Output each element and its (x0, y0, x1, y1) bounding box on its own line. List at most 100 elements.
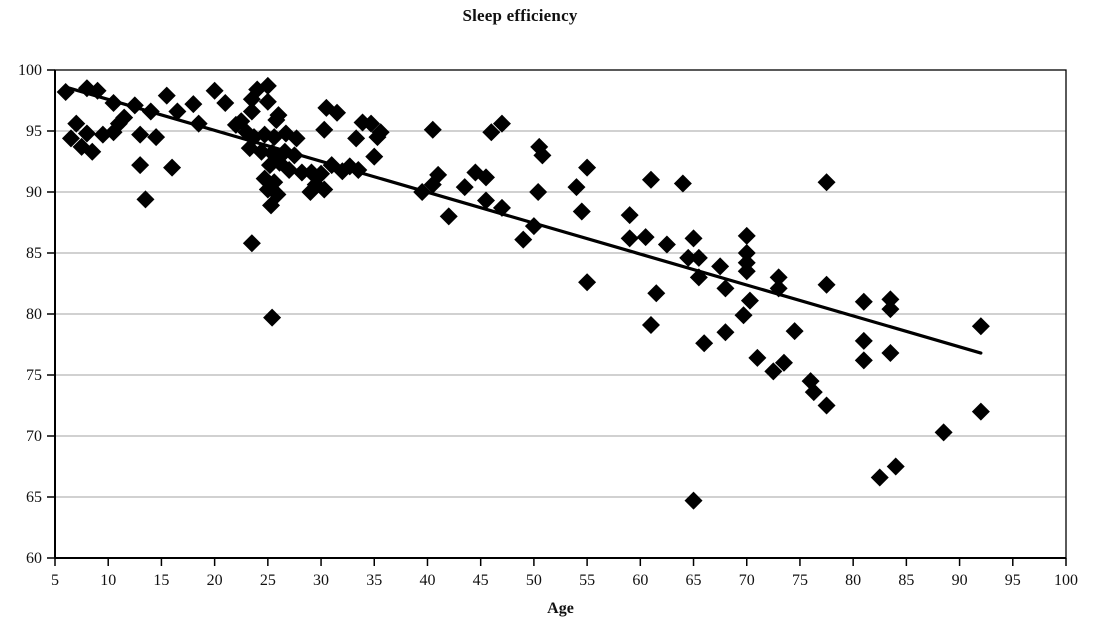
data-point-diamond (817, 173, 836, 192)
data-point-diamond (353, 113, 372, 132)
data-point-diamond (189, 114, 208, 133)
data-point-diamond (492, 198, 511, 217)
data-point-diamond (125, 96, 144, 115)
data-point-diamond (886, 457, 905, 476)
data-point-diamond (328, 103, 347, 122)
data-point-diamond (881, 290, 900, 309)
x-tick-label: 35 (366, 572, 382, 589)
x-axis-title: Age (547, 600, 574, 617)
data-point-diamond (716, 279, 735, 298)
y-tick-label: 90 (26, 184, 42, 201)
data-point-diamond (67, 114, 86, 133)
data-point-diamond (184, 95, 203, 114)
data-point-diamond (216, 93, 235, 112)
data-point-diamond (136, 190, 155, 209)
data-point-diamond (205, 81, 224, 100)
x-tick-label: 55 (579, 572, 595, 589)
data-point-diamond (157, 86, 176, 105)
x-tick-label: 45 (473, 572, 489, 589)
data-point-diamond (280, 161, 299, 180)
data-point-diamond (88, 81, 107, 100)
data-point-diamond (641, 170, 660, 189)
data-point-diamond (854, 351, 873, 370)
x-tick-label: 15 (153, 572, 169, 589)
data-point-diamond (514, 230, 533, 249)
y-tick-label: 65 (26, 489, 42, 506)
x-tick-label: 85 (898, 572, 914, 589)
data-point-diamond (301, 183, 320, 201)
y-tick-label: 70 (26, 428, 42, 445)
data-point-diamond (695, 334, 714, 353)
data-point-diamond (524, 217, 543, 236)
data-point-diamond (258, 76, 277, 95)
x-tick-label: 70 (739, 572, 755, 589)
data-point-diamond (578, 273, 597, 292)
x-tick-label: 20 (207, 572, 223, 589)
x-tick-label: 5 (51, 572, 59, 589)
data-point-diamond (620, 206, 639, 225)
data-point-diamond (258, 92, 277, 111)
data-point-diamond (529, 183, 548, 201)
data-point-diamond (131, 156, 150, 175)
x-tick-label: 40 (419, 572, 435, 589)
data-point-diamond (131, 125, 150, 144)
data-point-diamond (429, 165, 448, 184)
data-point-diamond (870, 468, 889, 487)
data-point-diamond (647, 284, 666, 303)
data-point-diamond (934, 423, 953, 442)
x-tick-label: 90 (952, 572, 968, 589)
data-point-diamond (56, 82, 75, 101)
data-point-diamond (315, 120, 334, 139)
y-tick-label: 85 (26, 245, 42, 262)
data-point-diamond (365, 147, 384, 166)
data-point-diamond (785, 322, 804, 341)
x-tick-label: 75 (792, 572, 808, 589)
data-point-diamond (242, 102, 261, 121)
data-point-diamond (679, 248, 698, 267)
data-point-diamond (689, 248, 708, 267)
data-point-diamond (252, 142, 271, 161)
x-tick-label: 100 (1054, 572, 1078, 589)
x-tick-label: 80 (845, 572, 861, 589)
data-point-diamond (817, 275, 836, 294)
x-tick-label: 25 (260, 572, 276, 589)
data-point-diamond (242, 234, 261, 253)
data-point-diamond (737, 244, 756, 262)
x-tick-label: 50 (526, 572, 542, 589)
data-point-diamond (492, 114, 511, 133)
data-point-diamond (881, 300, 900, 319)
data-point-diamond (620, 229, 639, 248)
x-tick-label: 95 (1005, 572, 1021, 589)
data-point-diamond (83, 142, 102, 161)
data-point-diamond (673, 174, 692, 193)
y-tick-label: 100 (18, 62, 42, 79)
data-point-diamond (774, 353, 793, 372)
data-point-diamond (439, 207, 458, 226)
data-point-diamond (737, 226, 756, 245)
data-point-diamond (711, 257, 730, 276)
data-point-diamond (368, 128, 387, 147)
data-point-diamond (77, 124, 96, 143)
data-point-diamond (854, 331, 873, 350)
data-point-diamond (881, 344, 900, 363)
chart-title: Sleep efficiency (462, 6, 578, 25)
data-point-diamond (748, 348, 767, 367)
data-point-diamond (423, 120, 442, 139)
y-tick-label: 75 (26, 367, 42, 384)
data-point-diamond (764, 362, 783, 381)
data-point-diamond (689, 268, 708, 287)
data-point-diamond (477, 168, 496, 187)
data-point-diamond (349, 161, 368, 180)
data-point-diamond (168, 102, 187, 121)
data-point-diamond (163, 158, 182, 177)
data-point-diamond (477, 191, 496, 210)
x-tick-label: 60 (632, 572, 648, 589)
data-point-diamond (572, 202, 591, 221)
data-point-diamond (287, 129, 306, 148)
x-tick-label: 10 (100, 572, 116, 589)
data-point-diamond (347, 129, 366, 148)
data-point-diamond (817, 396, 836, 415)
data-point-diamond (567, 178, 586, 197)
